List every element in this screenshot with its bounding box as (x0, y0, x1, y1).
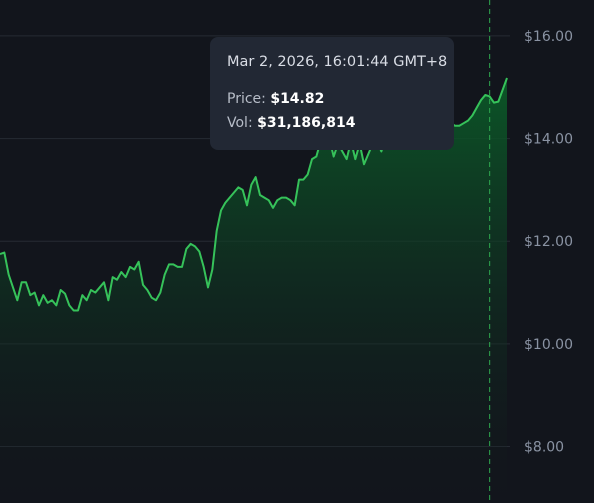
price-area-fill (0, 78, 507, 503)
tooltip-price-label: Price: (227, 91, 266, 107)
y-tick-label: $14.00 (524, 132, 573, 148)
y-tick-label: $10.00 (524, 337, 573, 353)
price-tooltip: Mar 2, 2026, 16:01:44 GMT+8 Price: $14.8… (210, 37, 454, 150)
y-tick-label: $8.00 (524, 440, 564, 456)
tooltip-price-value: $14.82 (270, 91, 325, 107)
y-tick-label: $16.00 (524, 29, 573, 45)
y-tick-label: $12.00 (524, 234, 573, 250)
tooltip-vol-label: Vol: (227, 115, 253, 131)
tooltip-date: Mar 2, 2026, 16:01:44 GMT+8 (227, 54, 448, 70)
tooltip-price-row: Price: $14.82 (227, 87, 437, 111)
y-axis-ticks: $8.00 $10.00 $12.00 $14.00 $16.00 (524, 29, 573, 456)
tooltip-vol-row: Vol: $31,186,814 (227, 111, 437, 135)
tooltip-vol-value: $31,186,814 (257, 115, 356, 131)
